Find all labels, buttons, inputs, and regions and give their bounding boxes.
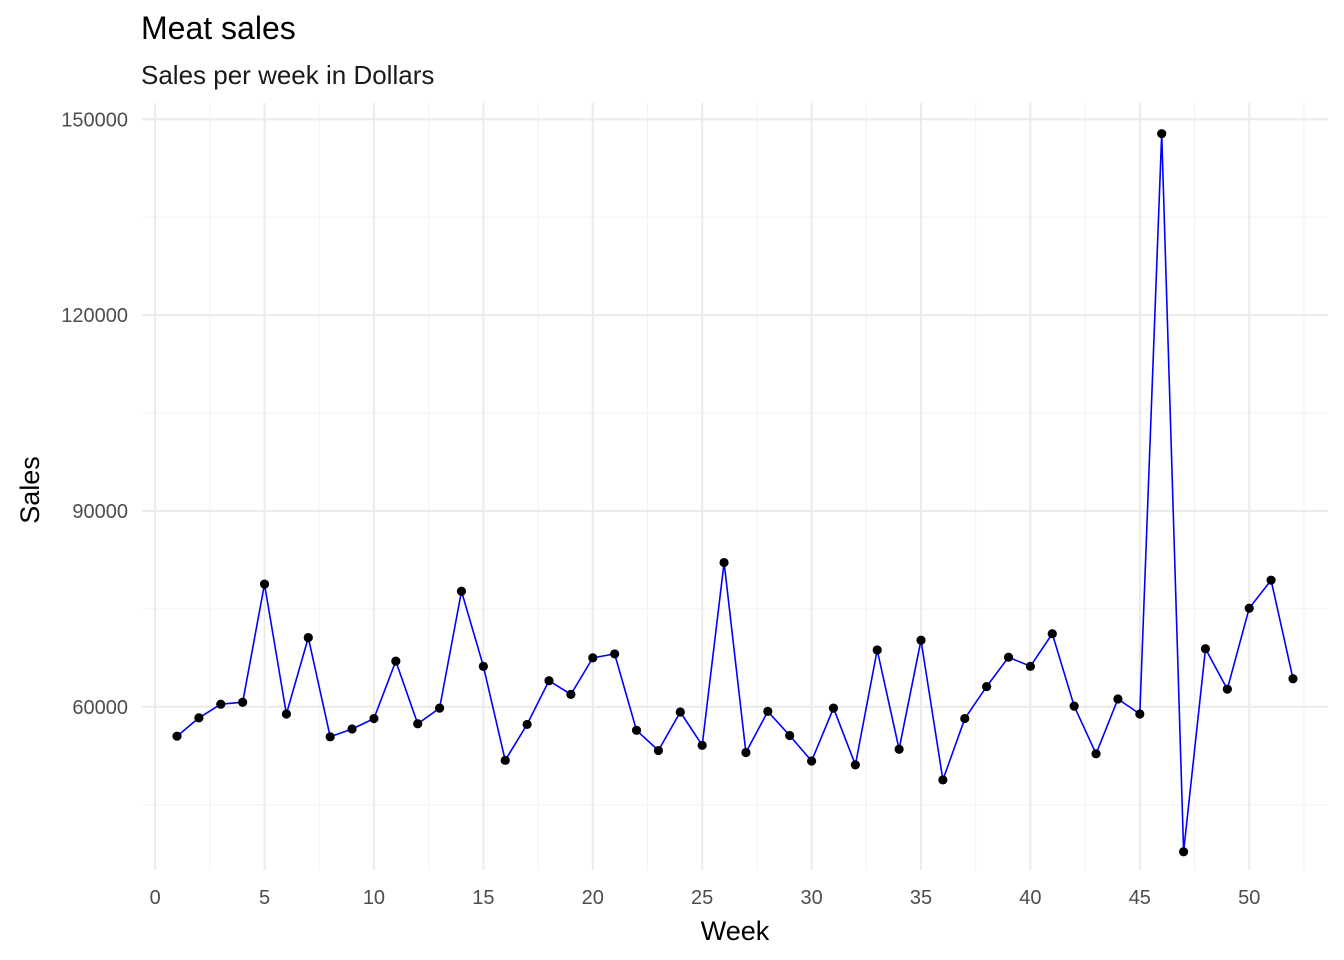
data-point-week-46 xyxy=(1157,129,1167,139)
x-axis-title: Week xyxy=(701,916,770,946)
data-point-week-29 xyxy=(785,730,795,741)
data-point-week-42 xyxy=(1069,701,1079,711)
data-point-week-14 xyxy=(456,586,467,596)
data-point-week-40 xyxy=(1025,661,1036,671)
data-point-week-11 xyxy=(391,656,401,666)
data-point-week-16 xyxy=(500,755,510,765)
y-axis-title: Sales xyxy=(15,456,45,524)
x-tick-label: 15 xyxy=(472,887,494,909)
data-point-week-12 xyxy=(413,719,423,729)
data-point-week-47 xyxy=(1178,847,1189,857)
data-point-week-39 xyxy=(1003,652,1014,662)
data-point-week-8 xyxy=(325,732,335,742)
data-point-week-49 xyxy=(1222,684,1232,694)
chart-subtitle: Sales per week in Dollars xyxy=(141,60,435,90)
x-tick-label: 40 xyxy=(1019,887,1041,909)
data-point-week-52 xyxy=(1288,674,1298,684)
x-tick-label: 50 xyxy=(1238,887,1260,909)
data-point-week-6 xyxy=(281,709,292,719)
data-point-week-10 xyxy=(369,713,379,724)
data-point-week-38 xyxy=(982,681,992,692)
data-point-week-31 xyxy=(828,703,839,713)
data-point-week-51 xyxy=(1266,575,1276,585)
data-point-week-33 xyxy=(872,645,882,655)
data-point-week-4 xyxy=(238,697,248,707)
data-point-week-3 xyxy=(216,699,226,709)
data-point-week-34 xyxy=(894,744,904,754)
data-point-week-43 xyxy=(1091,749,1101,759)
data-point-week-13 xyxy=(434,703,445,713)
data-point-week-28 xyxy=(763,706,773,716)
data-point-week-44 xyxy=(1113,694,1123,704)
sales-line-group xyxy=(176,132,1294,853)
data-point-week-32 xyxy=(850,760,860,770)
y-tick-label: 90000 xyxy=(72,501,128,523)
y-tick-label: 120000 xyxy=(61,305,128,327)
data-point-week-2 xyxy=(194,713,204,723)
sales-points-group xyxy=(172,129,1298,857)
data-point-week-9 xyxy=(347,724,357,734)
x-axis-tick-labels: 0 5 10 15 20 25 30 35 40 45 50 xyxy=(150,887,1261,909)
data-point-week-37 xyxy=(960,713,970,724)
data-point-week-22 xyxy=(631,725,642,735)
sales-line xyxy=(176,132,1294,853)
y-tick-label: 60000 xyxy=(72,697,128,719)
data-point-week-18 xyxy=(544,676,554,686)
data-point-week-30 xyxy=(806,756,817,766)
data-point-week-36 xyxy=(938,775,948,785)
data-point-week-7 xyxy=(303,633,313,643)
data-point-week-24 xyxy=(675,707,685,717)
data-point-week-23 xyxy=(653,745,664,756)
x-tick-label: 45 xyxy=(1129,887,1151,909)
x-tick-label: 5 xyxy=(259,887,270,909)
x-tick-label: 30 xyxy=(800,887,822,909)
data-point-week-21 xyxy=(610,649,620,659)
data-point-week-27 xyxy=(741,747,751,758)
x-tick-label: 20 xyxy=(582,887,604,909)
chart-title: Meat sales xyxy=(141,10,296,46)
major-gridlines xyxy=(142,103,1328,870)
y-axis-tick-labels: 60000 90000 120000 150000 xyxy=(61,109,128,718)
data-point-week-17 xyxy=(522,719,532,730)
data-point-week-50 xyxy=(1244,603,1254,613)
data-point-week-5 xyxy=(259,579,270,589)
data-point-week-19 xyxy=(566,689,576,700)
x-tick-label: 10 xyxy=(363,887,385,909)
data-point-week-15 xyxy=(478,661,488,671)
data-point-week-41 xyxy=(1047,629,1057,639)
data-point-week-26 xyxy=(719,557,729,568)
data-point-week-35 xyxy=(916,635,926,645)
x-tick-label: 35 xyxy=(910,887,932,909)
minor-gridlines xyxy=(142,103,1328,870)
x-tick-label: 25 xyxy=(691,887,713,909)
data-point-week-48 xyxy=(1200,644,1211,654)
y-tick-label: 150000 xyxy=(61,109,128,131)
data-point-week-1 xyxy=(172,731,182,741)
data-point-week-45 xyxy=(1135,709,1145,719)
data-point-week-25 xyxy=(697,740,707,750)
x-tick-label: 0 xyxy=(150,887,161,909)
data-point-week-20 xyxy=(588,653,598,663)
